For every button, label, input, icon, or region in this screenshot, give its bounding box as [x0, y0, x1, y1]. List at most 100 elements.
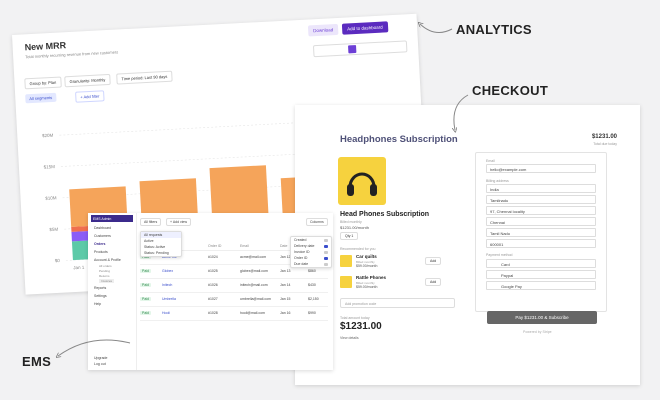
- price: $1231.00: [591, 134, 617, 140]
- column-option[interactable]: Created: [291, 237, 331, 243]
- column-name: Due date: [294, 262, 309, 266]
- cell: Jan 14: [280, 283, 291, 287]
- add-select[interactable]: Add: [425, 278, 442, 286]
- cell: Globex: [162, 269, 174, 273]
- sub-nav-item[interactable]: All orders: [99, 264, 112, 268]
- cell: #1025: [208, 269, 218, 273]
- column-option[interactable]: Invoice ID: [291, 249, 331, 255]
- columns-popup: Created Delivery date Invoice ID Order ID Du…: [290, 236, 332, 268]
- payment-option[interactable]: Card: [486, 259, 596, 268]
- product-name: Head Phones Subscription: [340, 211, 430, 218]
- column-name: Invoice ID: [294, 250, 310, 254]
- sub-nav-item[interactable]: Pending: [99, 269, 111, 273]
- nav-item[interactable]: Account & Profile: [94, 258, 121, 262]
- dropdown-option[interactable]: All requests: [141, 232, 181, 238]
- cell: #1024: [208, 255, 218, 259]
- table-row[interactable]: Paid Umbrella #1027 umbrella@mail.com Jan 15…: [140, 293, 328, 307]
- address-field[interactable]: Tamilnadu: [486, 195, 596, 204]
- toggle[interactable]: [324, 250, 328, 254]
- cell: $860: [308, 269, 316, 273]
- upsell-heading: Recommended for you: [340, 247, 376, 251]
- bar-segment: [209, 165, 269, 219]
- cell: $990: [308, 311, 316, 315]
- cell: globex@mail.com: [240, 269, 268, 273]
- label: CHECKOUT: [472, 83, 549, 98]
- column-option[interactable]: Order ID: [291, 255, 331, 261]
- toolbar-button[interactable]: + Add view: [166, 218, 192, 226]
- nav-item[interactable]: Reports: [94, 286, 107, 290]
- address-field[interactable]: Tamil Nadu: [486, 228, 596, 237]
- nav-item[interactable]: Log out: [94, 362, 106, 366]
- cell: Jan 13: [280, 269, 291, 273]
- dropdown: All requests Active Status: Active Status: …: [140, 231, 182, 257]
- coupon[interactable]: Add promotion code: [340, 298, 455, 308]
- grid-line: [60, 147, 414, 167]
- sub-nav-item[interactable]: Returns: [99, 274, 110, 278]
- cell: $430: [308, 283, 316, 287]
- payment-option[interactable]: Paypal: [486, 270, 596, 279]
- toolbar-button[interactable]: Columns: [306, 218, 328, 226]
- toolbar-button[interactable]: All filters: [140, 218, 162, 226]
- pay-button[interactable]: Pay $1231.00 & Subscribe: [487, 311, 597, 324]
- sidebar: EMS Admin Dashboard Customers Orders Produc…: [88, 213, 137, 370]
- sub-nav-item[interactable]: Invoices: [99, 279, 115, 283]
- cell: Jan 15: [280, 297, 291, 301]
- column-option[interactable]: Due date: [291, 261, 331, 267]
- item-price: $59.00/month: [356, 264, 378, 268]
- table-row[interactable]: Paid Initech #1026 initech@mail.com Jan 14 $4…: [140, 279, 328, 293]
- toggle[interactable]: [324, 256, 328, 260]
- address-field[interactable]: 97, Chennai locality: [486, 206, 596, 215]
- nav-item[interactable]: Products: [94, 250, 108, 254]
- dropdown-option[interactable]: Active: [144, 239, 154, 243]
- header-cell: Order ID: [208, 244, 222, 248]
- arrow: [58, 339, 131, 356]
- cell: Initech: [162, 283, 173, 287]
- item-note: Billed monthly: [356, 281, 375, 285]
- cell: initech@mail.com: [240, 283, 268, 287]
- status-chip: Paid: [140, 255, 152, 259]
- payment-form: Email hello@example.com Billing address …: [475, 152, 607, 312]
- nav-item[interactable]: Upgrade: [94, 356, 108, 360]
- address-field[interactable]: 600001: [486, 239, 596, 248]
- nav-item[interactable]: Orders: [94, 242, 106, 246]
- status-chip: Paid: [140, 311, 152, 315]
- address-field[interactable]: India: [486, 184, 596, 193]
- cell: Acme Inc: [162, 255, 177, 259]
- cell: acme@mail.com: [240, 255, 267, 259]
- dropdown-option[interactable]: Status: Active: [144, 245, 166, 249]
- nav-item[interactable]: Help: [94, 302, 102, 306]
- y-tick-label: $0: [55, 258, 61, 263]
- item-name: Rattle Phones: [356, 275, 387, 280]
- y-tick-label: $15M: [44, 164, 56, 170]
- address-field[interactable]: Chennai: [486, 217, 596, 226]
- cell: Hooli: [162, 311, 170, 315]
- grid-line: [59, 116, 412, 136]
- dropdown-option[interactable]: Status: Pending: [144, 251, 169, 255]
- product-note: Billed monthly: [340, 220, 362, 224]
- toggle[interactable]: [324, 244, 328, 248]
- cell: #1028: [208, 311, 218, 315]
- nav-item[interactable]: Settings: [94, 294, 107, 298]
- status-chip: Paid: [140, 297, 152, 301]
- qty-select[interactable]: Qty 1: [340, 232, 359, 240]
- email-field[interactable]: hello@example.com: [486, 164, 596, 173]
- details-link[interactable]: View details: [340, 336, 359, 340]
- nav-item[interactable]: Customers: [94, 234, 111, 238]
- add-select[interactable]: Add: [425, 257, 442, 265]
- header-cell: Date: [280, 244, 288, 248]
- table-row[interactable]: Paid Hooli #1028 hooli@mail.com Jan 16 $990: [140, 307, 328, 321]
- nav-item[interactable]: Dashboard: [94, 226, 112, 230]
- item-price: $59.00/month: [356, 285, 378, 289]
- cell: #1027: [208, 297, 218, 301]
- cell: $2,150: [308, 297, 319, 301]
- payment-option[interactable]: Google Pay: [486, 281, 596, 290]
- toggle[interactable]: [324, 262, 328, 266]
- arrow: [454, 94, 469, 130]
- table-row[interactable]: Paid Globex #1025 globex@mail.com Jan 13 $860: [140, 265, 328, 279]
- toggle[interactable]: [324, 238, 328, 242]
- y-tick-label: $20M: [42, 133, 54, 139]
- column-option[interactable]: Delivery date: [291, 243, 331, 249]
- total: $1231.00: [340, 321, 382, 332]
